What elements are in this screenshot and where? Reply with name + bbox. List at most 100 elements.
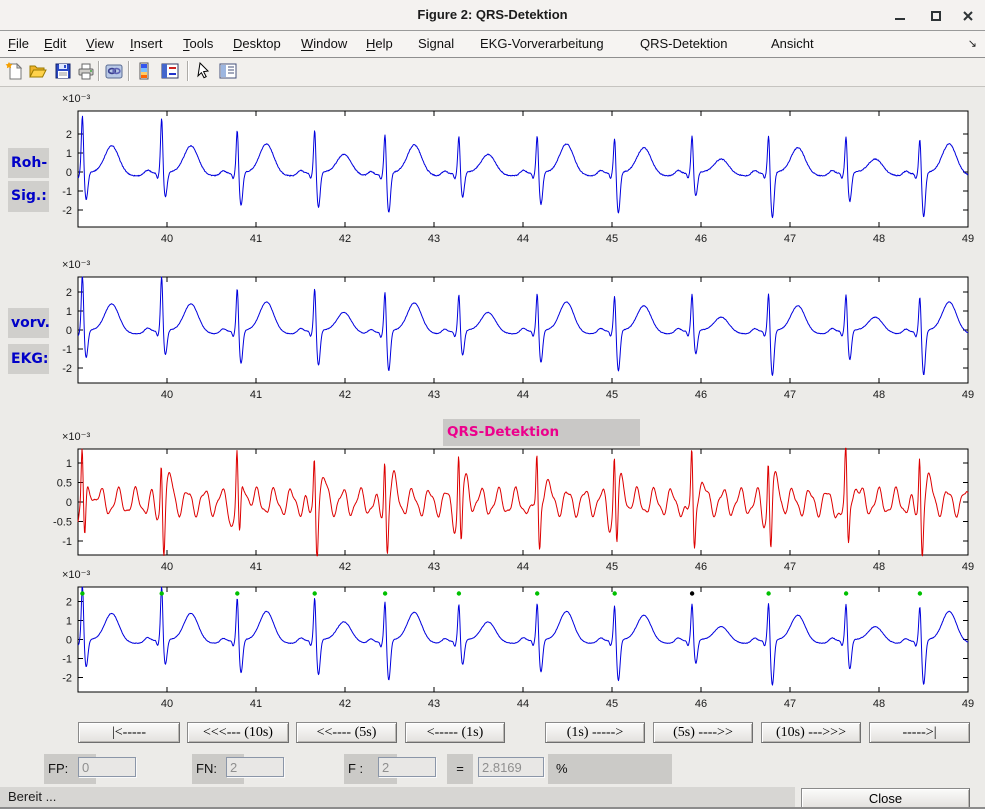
nav-back-1s-button[interactable]: <----- (1s) — [405, 722, 505, 743]
minimize-icon[interactable] — [892, 8, 908, 23]
svg-text:0: 0 — [66, 167, 72, 179]
svg-text:46: 46 — [695, 389, 707, 401]
svg-text:-2: -2 — [62, 673, 72, 685]
fp-label-patch: FP: — [44, 754, 96, 784]
svg-text:41: 41 — [250, 389, 262, 401]
title-bar: Figure 2: QRS-Detektion — [0, 0, 985, 31]
svg-text:41: 41 — [250, 561, 262, 573]
plot-browser-icon[interactable] — [218, 61, 238, 81]
edit-plot-icon[interactable] — [194, 61, 214, 81]
svg-text:0.5: 0.5 — [57, 478, 72, 490]
menu-help[interactable]: Help — [366, 36, 393, 51]
f-input[interactable] — [378, 757, 436, 777]
menu-insert[interactable]: Insert — [130, 36, 163, 51]
svg-text:40: 40 — [161, 389, 173, 401]
label-roh: Roh- — [8, 148, 49, 178]
plot1-exponent: ×10⁻³ — [62, 93, 91, 105]
nav-back-5s-button[interactable]: <<---- (5s) — [296, 722, 397, 743]
window-title: Figure 2: QRS-Detektion — [417, 7, 568, 22]
svg-text:-1: -1 — [62, 186, 72, 198]
fp-label: FP: — [48, 761, 69, 776]
insert-colorbar-icon[interactable] — [134, 61, 154, 81]
svg-text:-2: -2 — [62, 363, 72, 375]
svg-text:40: 40 — [161, 698, 173, 710]
svg-text:-0.5: -0.5 — [53, 517, 72, 529]
toolbar-separator — [187, 61, 189, 81]
nav-first-button[interactable]: |<----- — [78, 722, 180, 743]
link-plot-icon[interactable] — [104, 61, 124, 81]
svg-text:49: 49 — [962, 561, 974, 573]
nav-forward-10s-button[interactable]: (10s) --->>> — [761, 722, 861, 743]
percent-label: % — [556, 761, 568, 776]
menu-signal[interactable]: Signal — [418, 36, 455, 51]
svg-text:0: 0 — [66, 497, 72, 509]
svg-text:1: 1 — [66, 306, 72, 318]
toolbar-separator — [128, 61, 130, 81]
svg-text:43: 43 — [428, 389, 440, 401]
svg-text:45: 45 — [606, 561, 618, 573]
svg-text:47: 47 — [784, 233, 796, 245]
nav-back-10s-button[interactable]: <<<--- (10s) — [187, 722, 289, 743]
svg-text:48: 48 — [873, 698, 885, 710]
label-sig: Sig.: — [8, 181, 49, 212]
svg-text:0: 0 — [66, 635, 72, 647]
plots-canvas: 40 41 42 43 44 45 46 47 48 49 -2 -1 0 1 2 40 41 42 43 44 45 4… — [53, 110, 974, 710]
svg-text:46: 46 — [695, 561, 707, 573]
svg-text:47: 47 — [784, 389, 796, 401]
svg-text:46: 46 — [695, 233, 707, 245]
close-icon[interactable] — [960, 8, 976, 23]
menu-view[interactable]: View — [86, 36, 114, 51]
nav-forward-5s-button[interactable]: (5s) ---->> — [653, 722, 753, 743]
fn-input[interactable] — [226, 757, 284, 777]
open-file-icon[interactable] — [28, 61, 48, 81]
svg-text:47: 47 — [784, 698, 796, 710]
insert-legend-icon[interactable] — [160, 61, 180, 81]
svg-text:2: 2 — [66, 597, 72, 609]
svg-text:44: 44 — [517, 698, 529, 710]
svg-text:42: 42 — [339, 698, 351, 710]
menu-ekg-vorverarbeitung[interactable]: EKG-Vorverarbeitung — [480, 36, 604, 51]
plot2-exponent: ×10⁻³ — [62, 259, 91, 271]
menu-ansicht[interactable]: Ansicht — [771, 36, 814, 51]
fn-label: FN: — [196, 761, 217, 776]
svg-text:1: 1 — [66, 148, 72, 160]
maximize-icon[interactable] — [928, 8, 944, 23]
window-bottom-edge — [0, 807, 985, 809]
percent-patch: % — [548, 754, 672, 784]
print-figure-icon[interactable] — [76, 61, 96, 81]
close-button[interactable]: Close — [801, 788, 970, 809]
menu-edit[interactable]: Edit — [44, 36, 67, 51]
svg-text:40: 40 — [161, 233, 173, 245]
svg-text:40: 40 — [161, 561, 173, 573]
svg-text:42: 42 — [339, 561, 351, 573]
svg-text:-1: -1 — [62, 654, 72, 666]
svg-text:42: 42 — [339, 233, 351, 245]
svg-text:43: 43 — [428, 233, 440, 245]
svg-text:45: 45 — [606, 698, 618, 710]
svg-text:41: 41 — [250, 233, 262, 245]
svg-text:2: 2 — [66, 129, 72, 141]
f-result-input[interactable] — [478, 757, 544, 777]
menu-tools[interactable]: Tools — [183, 36, 214, 51]
label-ekg: EKG: — [8, 344, 49, 374]
fp-input[interactable] — [78, 757, 136, 777]
label-vorv: vorv. — [8, 308, 50, 338]
nav-last-button[interactable]: ----->| — [869, 722, 970, 743]
plot3-exponent: ×10⁻³ — [62, 431, 91, 443]
menu-overflow-icon[interactable]: ↘ — [967, 38, 977, 50]
menu-qrs-detektion[interactable]: QRS-Detektion — [640, 36, 728, 51]
menu-bar: File Edit View Insert Tools Desktop Wind… — [0, 31, 985, 58]
nav-forward-1s-button[interactable]: (1s) -----> — [545, 722, 645, 743]
plot3-title-patch: QRS-Detektion — [443, 419, 640, 446]
svg-text:49: 49 — [962, 233, 974, 245]
svg-text:48: 48 — [873, 561, 885, 573]
menu-file[interactable]: File — [8, 36, 29, 51]
toolbar — [0, 58, 985, 87]
menu-desktop[interactable]: Desktop — [233, 36, 281, 51]
status-text: Bereit ... — [8, 789, 57, 804]
equals-label: = — [456, 761, 464, 776]
menu-window[interactable]: Window — [301, 36, 348, 51]
plot4-exponent: ×10⁻³ — [62, 569, 91, 581]
save-figure-icon[interactable] — [53, 61, 73, 81]
new-figure-icon[interactable] — [5, 61, 25, 81]
